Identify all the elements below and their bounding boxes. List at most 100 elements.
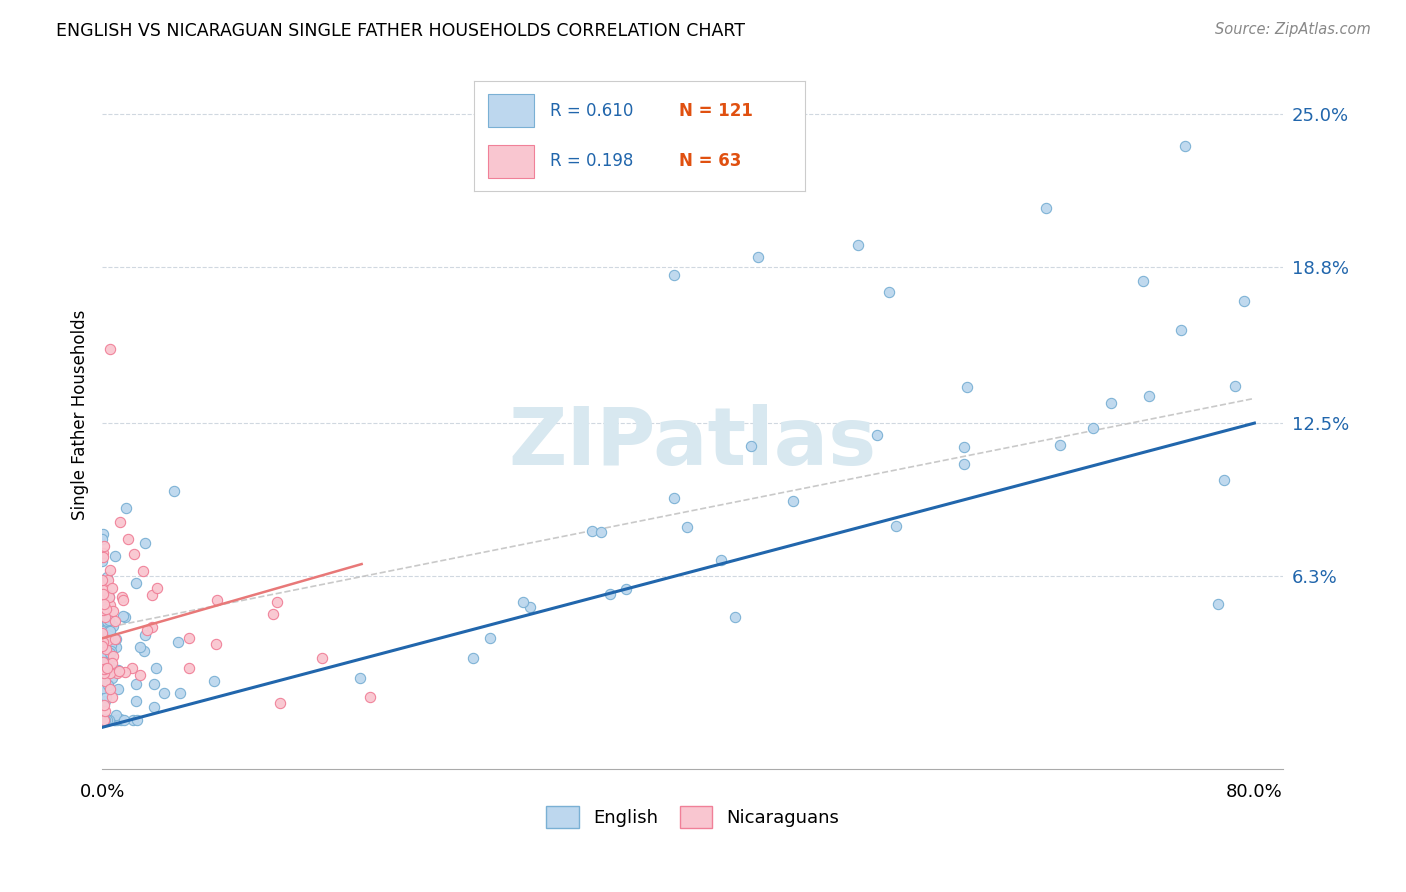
- Point: [581, 524, 603, 539]
- Point: [112, 713, 135, 727]
- Point: [93, 656, 115, 670]
- Point: [94, 694, 117, 708]
- Point: [1212, 473, 1234, 487]
- Point: [107, 663, 129, 677]
- Point: [134, 628, 156, 642]
- Point: [1099, 395, 1122, 409]
- Point: [121, 713, 143, 727]
- Point: [747, 251, 769, 265]
- Point: [662, 491, 685, 505]
- Point: [662, 268, 685, 282]
- Point: [589, 525, 612, 540]
- Point: [94, 665, 117, 679]
- Point: [1083, 420, 1105, 434]
- Point: [1170, 323, 1192, 337]
- Point: [884, 518, 907, 533]
- Point: [848, 238, 870, 252]
- Point: [143, 699, 166, 714]
- Point: [145, 661, 167, 675]
- Point: [98, 342, 121, 356]
- Point: [91, 639, 114, 653]
- Point: [111, 593, 134, 607]
- Point: [359, 690, 381, 704]
- Point: [132, 644, 155, 658]
- Point: [91, 669, 114, 683]
- Point: [93, 713, 115, 727]
- Point: [100, 681, 122, 696]
- Y-axis label: Single Father Households: Single Father Households: [72, 310, 89, 520]
- Point: [94, 679, 117, 693]
- Point: [724, 610, 747, 624]
- Point: [105, 708, 128, 723]
- Point: [97, 713, 120, 727]
- Point: [129, 640, 152, 654]
- Point: [91, 602, 114, 616]
- Point: [125, 575, 148, 590]
- Point: [107, 682, 129, 697]
- Point: [479, 632, 502, 646]
- Point: [93, 698, 115, 713]
- Point: [97, 588, 120, 602]
- Point: [91, 646, 114, 660]
- Point: [91, 582, 114, 597]
- Point: [1225, 379, 1247, 393]
- Point: [169, 686, 191, 700]
- Text: ENGLISH VS NICARAGUAN SINGLE FATHER HOUSEHOLDS CORRELATION CHART: ENGLISH VS NICARAGUAN SINGLE FATHER HOUS…: [56, 22, 745, 40]
- Point: [205, 593, 228, 607]
- Point: [97, 632, 120, 647]
- Point: [866, 428, 889, 442]
- Point: [103, 713, 125, 727]
- Point: [100, 638, 122, 652]
- Point: [111, 609, 134, 624]
- Point: [125, 694, 148, 708]
- Point: [204, 673, 226, 688]
- Point: [311, 651, 333, 665]
- Point: [676, 520, 699, 534]
- Point: [163, 483, 186, 498]
- Point: [97, 713, 120, 727]
- Point: [91, 713, 114, 727]
- Point: [614, 582, 637, 596]
- Point: [101, 649, 124, 664]
- Point: [91, 590, 114, 604]
- Point: [93, 669, 115, 683]
- Point: [103, 713, 125, 727]
- Point: [122, 547, 145, 561]
- Point: [101, 656, 124, 670]
- Point: [97, 574, 120, 588]
- Point: [91, 573, 114, 587]
- Point: [91, 664, 114, 678]
- Point: [98, 626, 121, 640]
- Point: [110, 713, 132, 727]
- Point: [94, 713, 117, 727]
- Point: [91, 549, 114, 564]
- Point: [132, 565, 155, 579]
- Point: [105, 713, 128, 727]
- Point: [91, 713, 114, 727]
- Point: [101, 604, 124, 618]
- Point: [91, 634, 114, 648]
- Point: [782, 494, 804, 508]
- Point: [108, 665, 131, 679]
- Point: [129, 668, 152, 682]
- Point: [91, 681, 114, 695]
- Point: [100, 581, 122, 595]
- Text: ZIPatlas: ZIPatlas: [509, 404, 877, 482]
- Point: [94, 713, 117, 727]
- Point: [104, 640, 127, 654]
- Point: [93, 674, 115, 689]
- Point: [108, 712, 131, 726]
- Point: [117, 533, 139, 547]
- Point: [121, 661, 143, 675]
- Point: [96, 690, 118, 705]
- Point: [91, 527, 114, 541]
- Point: [104, 549, 127, 563]
- Point: [94, 713, 117, 727]
- Point: [93, 713, 115, 727]
- Point: [91, 713, 114, 727]
- Point: [98, 660, 121, 674]
- Point: [104, 614, 127, 628]
- Point: [104, 632, 127, 646]
- Point: [105, 666, 128, 681]
- Point: [97, 677, 120, 691]
